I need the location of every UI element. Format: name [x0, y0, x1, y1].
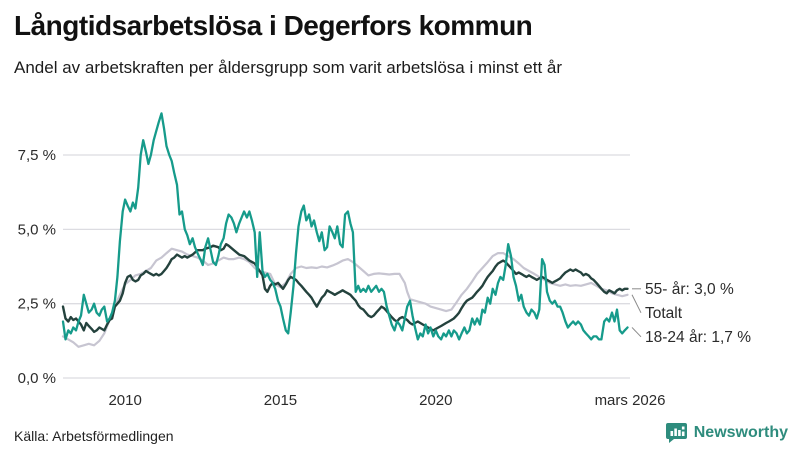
chart-subtitle: Andel av arbetskraften per åldersgrupp s… — [14, 58, 563, 77]
x-tick-label: 2020 — [419, 392, 452, 409]
line-total — [61, 247, 629, 348]
line-age-18-24 — [61, 112, 629, 341]
brand-name: Newsworthy — [693, 424, 788, 441]
y-tick-label: 7,5 % — [18, 147, 56, 164]
newsworthy-icon — [665, 423, 687, 443]
y-tick-label: 5,0 % — [18, 221, 56, 238]
y-tick-label: 0,0 % — [18, 370, 56, 387]
label-leader-line — [631, 294, 642, 314]
series-end-label-age-18-24: 18-24 år: 1,7 % — [645, 329, 751, 346]
series-end-label-age-55-plus: 55- år: 3,0 % — [645, 281, 734, 298]
x-tick-label: 2010 — [108, 392, 141, 409]
x-tick-label: 2015 — [264, 392, 297, 409]
brand-logo: Newsworthy — [665, 422, 788, 444]
label-leader-line — [631, 327, 642, 338]
x-tick-label: mars 2026 — [595, 392, 666, 409]
series-end-label-total: Totalt — [645, 305, 683, 322]
line-age-55-plus — [61, 242, 629, 334]
page-title: Långtidsarbetslösa i Degerfors kommun — [14, 10, 533, 41]
source-attribution: Källa: Arbetsförmedlingen — [14, 428, 174, 444]
y-tick-label: 2,5 % — [18, 296, 56, 313]
